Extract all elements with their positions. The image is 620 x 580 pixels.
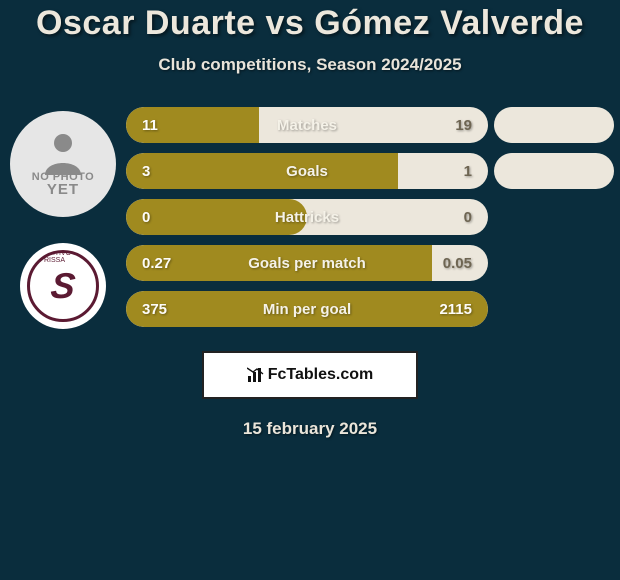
stat-label: Hattricks: [196, 209, 418, 226]
brand-box[interactable]: FcTables.com: [202, 351, 418, 399]
stat-row: 0.27Goals per match0.05: [126, 245, 488, 281]
stat-value-left: 3: [126, 163, 196, 180]
club-arc-text: DEPORTIVO SAPRISSA: [30, 250, 96, 264]
club-badge-inner: DEPORTIVO SAPRISSA S: [27, 250, 99, 322]
player-photo-placeholder: NO PHOTO YET: [10, 111, 116, 217]
club-initial: S: [49, 265, 77, 307]
placeholder-text-2: YET: [47, 181, 79, 198]
stat-row: 375Min per goal2115: [126, 291, 488, 327]
comparison-card: Oscar Duarte vs Gómez Valverde Club comp…: [0, 0, 620, 439]
player-left-column: NO PHOTO YET DEPORTIVO SAPRISSA S: [6, 103, 120, 329]
stat-value-left: 0.27: [126, 255, 196, 272]
stat-value-left: 0: [126, 209, 196, 226]
player-right-pill: [494, 107, 614, 143]
stat-label: Matches: [196, 117, 418, 134]
footer-date: 15 february 2025: [0, 419, 620, 439]
stat-value-left: 375: [126, 301, 196, 318]
player-right-column: [494, 103, 614, 327]
page-title: Oscar Duarte vs Gómez Valverde: [0, 4, 620, 43]
person-silhouette-icon: [37, 131, 89, 175]
main-row: NO PHOTO YET DEPORTIVO SAPRISSA S 11Matc…: [0, 103, 620, 329]
stat-row: 11Matches19: [126, 107, 488, 143]
bar-chart-icon: [247, 366, 265, 384]
stat-value-right: 19: [418, 117, 488, 134]
club-badge: DEPORTIVO SAPRISSA S: [20, 243, 106, 329]
brand-label: FcTables.com: [247, 366, 374, 384]
player-right-pill: [494, 153, 614, 189]
stat-value-left: 11: [126, 117, 196, 134]
stat-value-right: 0.05: [418, 255, 488, 272]
stat-value-right: 0: [418, 209, 488, 226]
stat-label: Min per goal: [196, 301, 418, 318]
stats-column: 11Matches19 3Goals1 0Hattricks0 0.27Goals p…: [126, 103, 488, 327]
subtitle: Club competitions, Season 2024/2025: [0, 55, 620, 75]
stat-value-right: 1: [418, 163, 488, 180]
stat-label: Goals: [196, 163, 418, 180]
stat-label: Goals per match: [196, 255, 418, 272]
brand-text: FcTables.com: [268, 366, 374, 384]
stat-row: 0Hattricks0: [126, 199, 488, 235]
stat-row: 3Goals1: [126, 153, 488, 189]
stat-value-right: 2115: [418, 301, 488, 318]
